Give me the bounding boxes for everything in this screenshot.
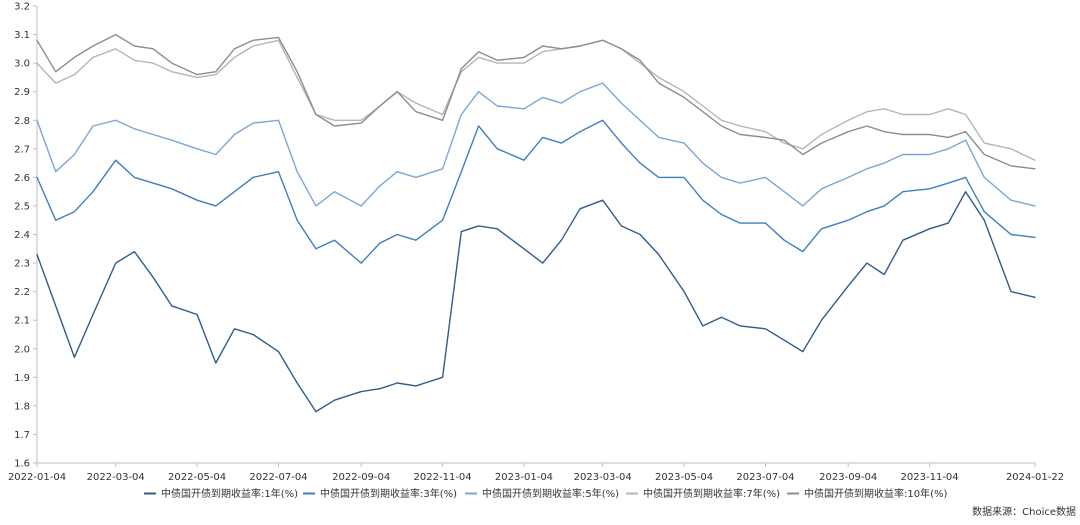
x-tick-label: 2023-01-04	[495, 472, 553, 483]
y-tick-label: 2.6	[14, 173, 30, 184]
series-line-1	[36, 190, 1036, 413]
legend-label-1: 中债国开债到期收益率:1年(%)	[161, 487, 298, 500]
series-line-2	[36, 119, 1036, 264]
x-tick-label: 2022-09-04	[332, 472, 390, 483]
source-note: 数据来源：Choice数据	[972, 505, 1076, 518]
y-tick-label: 2.2	[14, 287, 30, 298]
x-tick-label: 2022-05-04	[168, 472, 226, 483]
y-tick-label: 2.1	[14, 316, 30, 327]
x-tick-label: 2022-07-04	[249, 472, 307, 483]
x-tick-label: 2023-03-04	[574, 472, 632, 483]
x-tick-label: 2023-11-04	[901, 472, 959, 483]
legend-label-5: 中债国开债到期收益率:10年(%)	[804, 487, 947, 500]
series-line-5	[36, 33, 1036, 170]
y-tick-label: 3.0	[14, 59, 30, 70]
y-tick-label: 2.5	[14, 201, 30, 212]
y-tick-label: 3.1	[14, 30, 30, 41]
y-tick-label: 2.7	[14, 144, 30, 155]
y-tick-label: 2.8	[14, 116, 30, 127]
y-tick-label: 2.3	[14, 259, 30, 270]
y-tick-label: 1.7	[14, 430, 30, 441]
y-tick-label: 2.4	[14, 230, 30, 241]
y-tick-label: 1.8	[14, 401, 30, 412]
y-tick-label: 1.9	[14, 373, 30, 384]
x-tick-label: 2023-07-04	[736, 472, 794, 483]
y-tick-label: 2.0	[14, 344, 30, 355]
y-tick-label: 2.9	[14, 87, 30, 98]
legend-label-2: 中债国开债到期收益率:3年(%)	[320, 487, 457, 500]
x-tick-label: 2024-01-22	[1006, 472, 1064, 483]
x-tick-label: 2023-05-04	[655, 472, 713, 483]
x-tick-label: 2022-11-04	[414, 472, 472, 483]
series-line-4	[36, 39, 1036, 161]
x-tick-label: 2023-09-04	[819, 472, 877, 483]
series-line-3	[36, 82, 1036, 207]
legend-label-3: 中债国开债到期收益率:5年(%)	[482, 487, 619, 500]
x-tick-label: 2022-03-04	[87, 472, 145, 483]
y-tick-label: 3.2	[14, 2, 30, 13]
x-tick-label: 2022-01-04	[8, 472, 66, 483]
y-tick-label: 1.6	[14, 459, 30, 470]
legend-label-4: 中债国开债到期收益率:7年(%)	[643, 487, 780, 500]
